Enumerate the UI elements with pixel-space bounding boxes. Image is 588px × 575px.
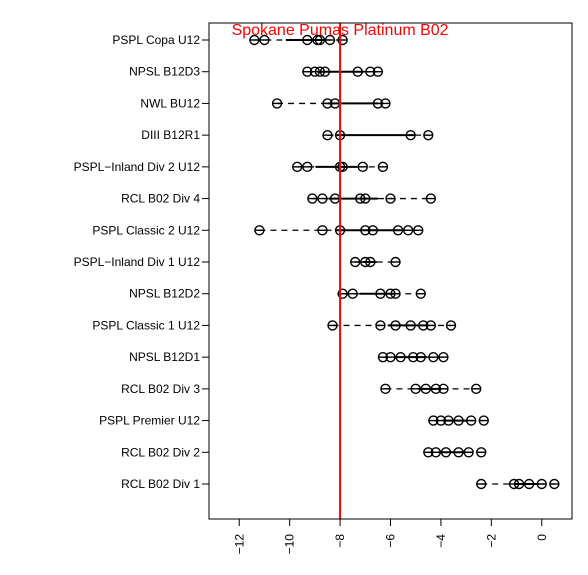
x-axis: −12 −10 −8 −6 −4 −2 0 bbox=[232, 518, 549, 555]
group-label: PSPL Premier U12 bbox=[99, 414, 200, 428]
y-axis-labels: PSPL Copa U12 NPSL B12D3 NWL BU12 DIII B12R… bbox=[74, 33, 209, 491]
group-label: DIII B12R1 bbox=[141, 128, 200, 142]
group-label: PSPL Copa U12 bbox=[112, 33, 200, 47]
group-label: PSPL Classic 2 U12 bbox=[92, 223, 200, 237]
group-label: NPSL B12D1 bbox=[129, 350, 200, 364]
reference-line-label: Spokane Pumas Platinum B02 bbox=[232, 22, 449, 39]
group-label: RCL B02 Div 4 bbox=[121, 192, 200, 206]
group-label: RCL B02 Div 3 bbox=[121, 382, 200, 396]
x-tick-label: −10 bbox=[283, 534, 297, 555]
x-tick-label: 0 bbox=[535, 534, 549, 541]
group-label: PSPL−Inland Div 1 U12 bbox=[74, 255, 201, 269]
x-tick-label: −4 bbox=[434, 534, 448, 548]
x-tick-label: −8 bbox=[333, 534, 347, 548]
group-label: PSPL Classic 1 U12 bbox=[92, 318, 200, 332]
x-tick-label: −2 bbox=[484, 534, 498, 548]
group-label: RCL B02 Div 2 bbox=[121, 445, 200, 459]
group-label: RCL B02 Div 1 bbox=[121, 477, 200, 491]
plot-area bbox=[249, 23, 560, 519]
group-label: NPSL B12D2 bbox=[129, 287, 200, 301]
group-label: NWL BU12 bbox=[140, 96, 200, 110]
group-label: PSPL−Inland Div 2 U12 bbox=[74, 160, 201, 174]
plot-frame bbox=[208, 22, 573, 520]
x-tick-label: −6 bbox=[384, 534, 398, 548]
x-tick-label: −12 bbox=[232, 534, 246, 555]
group-label: NPSL B12D3 bbox=[129, 65, 200, 79]
